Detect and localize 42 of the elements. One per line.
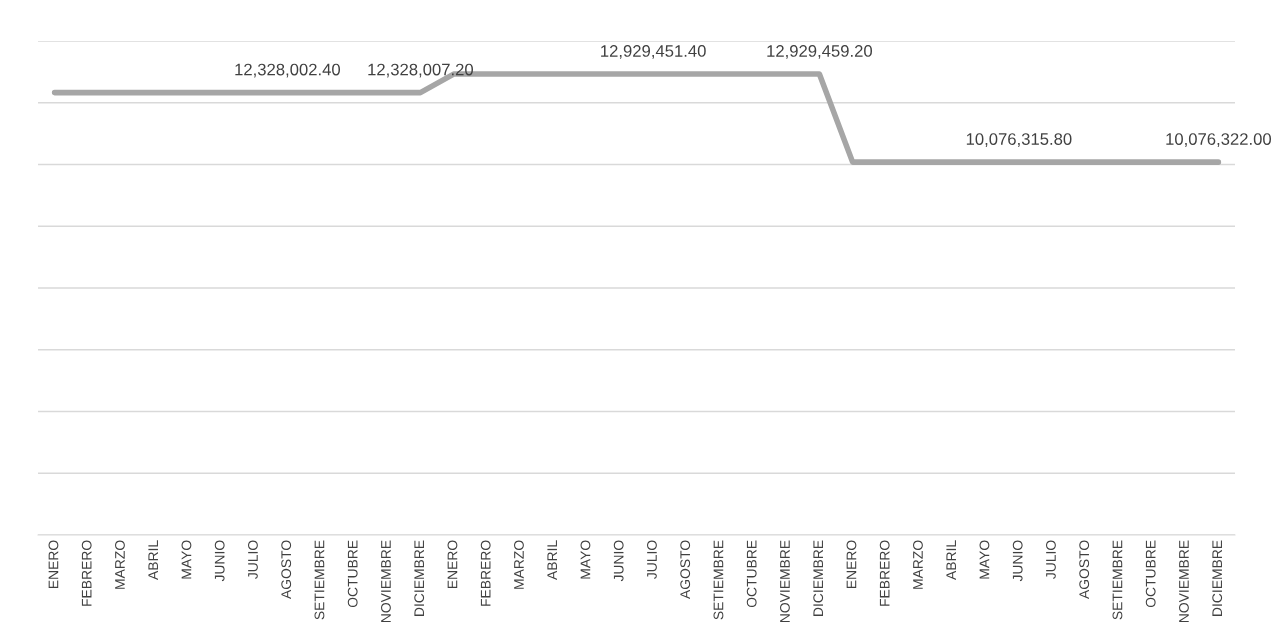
x-tick-label: NOVIEMBRE	[780, 540, 790, 623]
x-tick-label: OCTUBRE	[347, 540, 358, 608]
x-tick-label: JULIO	[647, 540, 657, 579]
x-tick-label: DICIEMBRE	[1212, 540, 1223, 616]
x-tick-label: FEBRERO	[81, 540, 92, 606]
x-tick-label: DICIEMBRE	[813, 540, 824, 616]
x-tick-label: SETIEMBRE	[713, 540, 724, 620]
x-tick-label: DICIEMBRE	[414, 540, 425, 616]
x-tick-label: OCTUBRE	[746, 540, 757, 608]
x-tick-label: AGOSTO	[281, 540, 292, 600]
x-tick-label: AGOSTO	[1079, 540, 1090, 600]
x-tick-label: NOVIEMBRE	[381, 540, 391, 623]
x-tick-label: FEBRERO	[480, 540, 491, 606]
x-tick-label: SETIEMBRE	[1112, 540, 1123, 620]
x-tick-label: JUNIO	[613, 540, 624, 582]
x-tick-label: ABRIL	[946, 540, 956, 580]
x-tick-label: JULIO	[1046, 540, 1056, 579]
x-tick-label: MAYO	[181, 540, 192, 579]
x-tick-label: JULIO	[248, 540, 258, 579]
data-label: 12,328,007.20	[368, 63, 474, 78]
x-tick-label: JUNIO	[1012, 540, 1023, 582]
data-label: 10,076,315.80	[966, 133, 1072, 147]
x-tick-label: ENERO	[846, 540, 857, 589]
x-tick-label: ABRIL	[148, 540, 158, 580]
x-tick-label: MARZO	[115, 540, 125, 589]
x-tick-label: ENERO	[447, 540, 458, 589]
x-tick-label: OCTUBRE	[1145, 540, 1156, 608]
x-tick-label: JUNIO	[214, 540, 225, 582]
x-tick-label: FEBRERO	[879, 540, 890, 606]
x-tick-label: MAYO	[979, 540, 990, 579]
data-label: 12,328,002.40	[235, 63, 341, 78]
x-tick-label: ABRIL	[547, 540, 557, 580]
x-tick-label: ENERO	[48, 540, 59, 589]
x-tick-label: AGOSTO	[680, 540, 691, 600]
x-tick-label: MAYO	[580, 540, 591, 579]
x-tick-label: MARZO	[913, 540, 923, 589]
data-label: 10,076,322.00	[1166, 133, 1272, 147]
x-tick-label: MARZO	[514, 540, 524, 589]
data-label: 12,929,451.40	[601, 45, 706, 59]
data-label: 12,929,459.20	[767, 45, 873, 59]
x-tick-label: NOVIEMBRE	[1179, 540, 1189, 623]
x-tick-label: SETIEMBRE	[314, 540, 325, 620]
